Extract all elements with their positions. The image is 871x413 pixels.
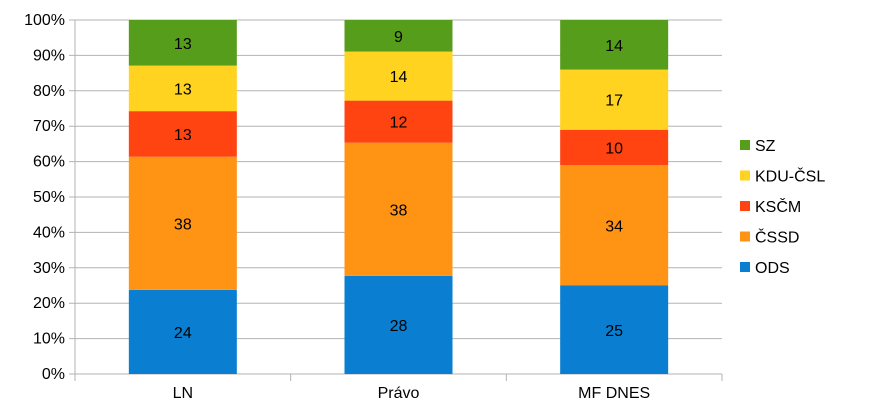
bar-segment <box>128 156 237 290</box>
data-label: 14 <box>390 69 408 86</box>
y-tick-label: 40% <box>33 224 65 241</box>
legend-label: ČSSD <box>755 228 799 247</box>
y-tick-label: 60% <box>33 154 65 171</box>
y-tick-label: 50% <box>33 189 65 206</box>
legend-label: KDU-ČSL <box>755 167 825 186</box>
axes: 0% 10% 20% 30% 40% 50% 60% 70% 80% 90% 100% LN Právo… <box>24 12 723 402</box>
bar-segment <box>560 165 669 286</box>
data-label: 13 <box>174 36 192 53</box>
legend-swatch <box>740 170 750 181</box>
data-label: 9 <box>394 29 403 46</box>
legend-swatch <box>740 262 750 272</box>
bar-segment <box>128 289 237 374</box>
bar-segment <box>128 111 237 157</box>
data-label: 28 <box>390 318 408 335</box>
data-label: 38 <box>174 216 192 233</box>
data-label: 14 <box>605 38 623 55</box>
y-tick-label: 70% <box>33 118 65 135</box>
legend-swatch <box>740 201 750 211</box>
bar-segment <box>560 69 669 130</box>
bar-segment <box>560 285 669 374</box>
x-category-label: MF DNES <box>578 385 650 402</box>
bar-segment <box>344 275 453 374</box>
bar-segment <box>344 20 453 52</box>
data-label: 25 <box>605 323 623 340</box>
legend-label: KSČM <box>755 197 801 216</box>
y-tick-label: 10% <box>33 331 65 348</box>
legend-swatch <box>740 231 750 242</box>
legend: SZ KDU-ČSL KSČM ČSSD ODS <box>740 138 825 277</box>
y-tick-label: 0% <box>42 366 65 383</box>
legend-label: ODS <box>755 260 790 277</box>
bar-segment <box>560 129 669 166</box>
bar-segment <box>344 51 453 101</box>
x-category-label: LN <box>173 385 193 402</box>
y-tick-label: 90% <box>33 47 65 64</box>
legend-swatch <box>740 140 750 150</box>
y-tick-label: 100% <box>24 12 65 29</box>
data-label: 13 <box>174 127 192 144</box>
data-label: 34 <box>605 218 623 235</box>
data-label: 12 <box>390 115 408 132</box>
data-label: 38 <box>390 202 408 219</box>
y-tick-label: 30% <box>33 260 65 277</box>
bar-segment <box>128 65 237 112</box>
data-label: 17 <box>605 93 623 110</box>
bar-segment <box>344 100 453 143</box>
bar-segment <box>560 20 669 70</box>
y-tick-label: 20% <box>33 295 65 312</box>
legend-label: SZ <box>755 138 776 155</box>
bar-segment <box>128 20 237 66</box>
y-tick-label: 80% <box>33 83 65 100</box>
data-label: 24 <box>174 325 192 342</box>
data-label: 13 <box>174 81 192 98</box>
data-labels: 24 38 13 13 13 28 38 12 14 9 25 34 10 17 14 <box>174 29 623 342</box>
x-category-label: Právo <box>378 385 420 402</box>
bar-segment <box>344 142 453 276</box>
bars <box>128 20 669 374</box>
data-label: 10 <box>605 140 623 157</box>
